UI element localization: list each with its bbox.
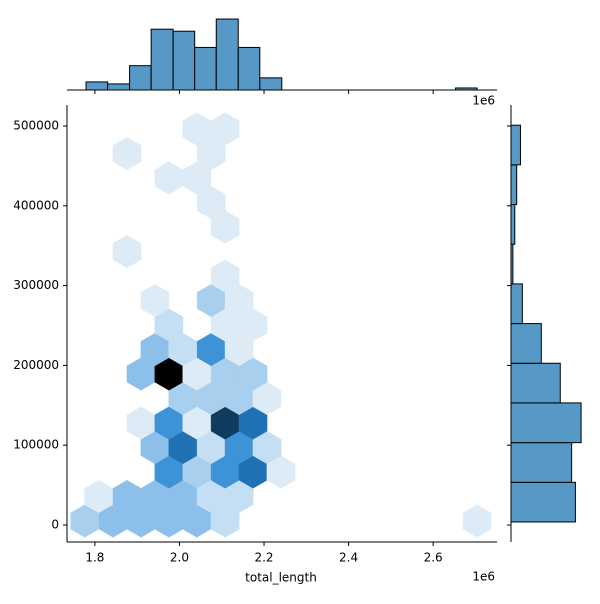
x-axis-label: total_length xyxy=(245,571,317,585)
histogram-bar xyxy=(237,46,261,91)
histogram-bar xyxy=(510,402,582,444)
histogram-bar xyxy=(85,81,109,91)
histogram-bar xyxy=(129,65,152,91)
histogram-bar xyxy=(172,30,196,91)
x-tick-label: 2.0 xyxy=(170,551,189,565)
histogram-bar xyxy=(510,362,561,404)
hex-cell xyxy=(210,259,240,293)
histogram-bar xyxy=(259,77,283,91)
histogram-bar xyxy=(510,442,573,483)
y-marginal-histogram xyxy=(510,124,582,523)
hexbin-plot xyxy=(70,112,492,538)
histogram-bar xyxy=(510,204,516,245)
y-tick-label: 500000 xyxy=(13,118,59,132)
y-tick-label: 300000 xyxy=(13,278,59,292)
y-tick-label: 100000 xyxy=(13,438,59,452)
histogram-bar xyxy=(510,481,576,523)
histogram-bar xyxy=(510,164,518,206)
x-tick-label: 2.4 xyxy=(339,551,358,565)
histogram-bar xyxy=(150,28,174,91)
hex-cell xyxy=(84,480,113,513)
top-offset-label: 1e6 xyxy=(472,94,495,108)
histogram-bar xyxy=(194,46,217,91)
y-tick-label: 400000 xyxy=(13,198,59,212)
histogram-bar xyxy=(107,83,131,91)
x-tick-label: 2.6 xyxy=(424,551,443,565)
hex-cell xyxy=(182,112,212,146)
x-offset-label: 1e6 xyxy=(472,570,495,584)
axes: 1.8 2.0 2.2 2.4 2.6 0 100000 200000 300000 400000… xyxy=(13,89,512,565)
hex-cell xyxy=(112,235,142,269)
histogram-bar xyxy=(215,18,239,91)
hex-cell xyxy=(182,161,212,195)
hex-cell xyxy=(196,186,226,220)
hex-cell xyxy=(140,284,170,318)
hex-cell xyxy=(112,137,142,171)
histogram-bar xyxy=(510,283,523,325)
histogram-bar xyxy=(510,124,521,166)
histogram-bar xyxy=(510,323,542,364)
hex-cell xyxy=(462,504,492,538)
x-marginal-histogram xyxy=(85,18,478,91)
x-tick-label: 2.2 xyxy=(254,551,273,565)
y-tick-label: 0 xyxy=(51,518,59,532)
y-tick-label: 200000 xyxy=(13,358,59,372)
x-tick-label: 1.8 xyxy=(85,551,104,565)
hex-cell xyxy=(210,112,240,146)
hex-cell xyxy=(154,161,184,195)
